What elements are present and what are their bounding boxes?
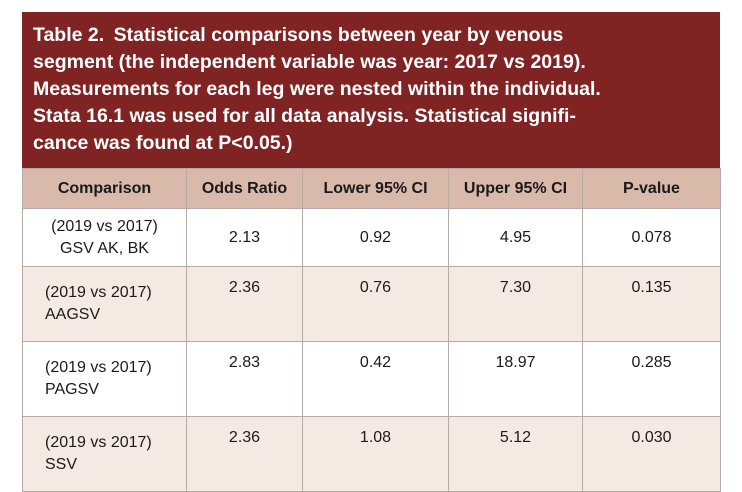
column-header: Comparison bbox=[22, 168, 187, 209]
table-body: (2019 vs 2017) GSV AK, BK 2.13 0.92 4.95 0.07… bbox=[22, 208, 721, 492]
caption-line: Stata 16.1 was used for all data analysi… bbox=[33, 105, 576, 127]
comparison-cell: (2019 vs 2017) SSV bbox=[22, 416, 187, 492]
value-cell: 1.08 bbox=[302, 416, 449, 492]
caption-line: cance was found at P<0.05.) bbox=[33, 132, 293, 154]
value-cell: 0.030 bbox=[582, 416, 721, 492]
comparison-line: (2019 vs 2017) bbox=[45, 359, 152, 376]
comparison-cell: (2019 vs 2017) GSV AK, BK bbox=[22, 208, 187, 267]
column-header: Upper 95% CI bbox=[448, 168, 583, 209]
column-header: Odds Ratio bbox=[186, 168, 303, 209]
caption: Table 2. Statistical comparisons between… bbox=[22, 12, 720, 168]
table-row: (2019 vs 2017) SSV 2.36 1.08 5.12 0.030 bbox=[22, 416, 721, 492]
table-row: (2019 vs 2017) GSV AK, BK 2.13 0.92 4.95 0.07… bbox=[22, 208, 721, 267]
column-header: Lower 95% CI bbox=[302, 168, 449, 209]
value-cell: 4.95 bbox=[448, 208, 583, 267]
caption-label: Table 2. bbox=[33, 24, 105, 46]
caption-line: segment (the independent variable was ye… bbox=[33, 51, 586, 73]
value-cell: 2.36 bbox=[186, 416, 303, 492]
comparison-cell: (2019 vs 2017) AAGSV bbox=[22, 266, 187, 342]
value-cell: 5.12 bbox=[448, 416, 583, 492]
value-cell: 0.285 bbox=[582, 341, 721, 417]
caption-line: Measurements for each leg were nested wi… bbox=[33, 78, 601, 100]
value-cell: 0.078 bbox=[582, 208, 721, 267]
value-cell: 0.76 bbox=[302, 266, 449, 342]
table-row: (2019 vs 2017) PAGSV 2.83 0.42 18.97 0.285 bbox=[22, 341, 721, 417]
value-cell: 2.13 bbox=[186, 208, 303, 267]
comparison-line: AAGSV bbox=[45, 306, 101, 323]
comparison-cell: (2019 vs 2017) PAGSV bbox=[22, 341, 187, 417]
table: Comparison Odds Ratio Lower 95% CI Upper 95… bbox=[22, 168, 721, 492]
comparison-line: (2019 vs 2017) bbox=[45, 434, 152, 451]
value-cell: 0.92 bbox=[302, 208, 449, 267]
table-row: (2019 vs 2017) AAGSV 2.36 0.76 7.30 0.135 bbox=[22, 266, 721, 342]
comparison-line: (2019 vs 2017) bbox=[51, 217, 158, 235]
value-cell: 7.30 bbox=[448, 266, 583, 342]
header-row: Comparison Odds Ratio Lower 95% CI Upper 95… bbox=[22, 168, 721, 209]
comparison-line: GSV AK, BK bbox=[60, 239, 149, 257]
value-cell: 2.83 bbox=[186, 341, 303, 417]
column-header: P-value bbox=[582, 168, 721, 209]
comparison-line: PAGSV bbox=[45, 381, 99, 398]
value-cell: 2.36 bbox=[186, 266, 303, 342]
comparison-line: (2019 vs 2017) bbox=[45, 284, 152, 301]
value-cell: 18.97 bbox=[448, 341, 583, 417]
comparison-line: SSV bbox=[45, 456, 78, 473]
page: Table 2. Statistical comparisons between… bbox=[22, 12, 721, 492]
value-cell: 0.135 bbox=[582, 266, 721, 342]
caption-line: Statistical comparisons between year by … bbox=[113, 24, 564, 46]
value-cell: 0.42 bbox=[302, 341, 449, 417]
